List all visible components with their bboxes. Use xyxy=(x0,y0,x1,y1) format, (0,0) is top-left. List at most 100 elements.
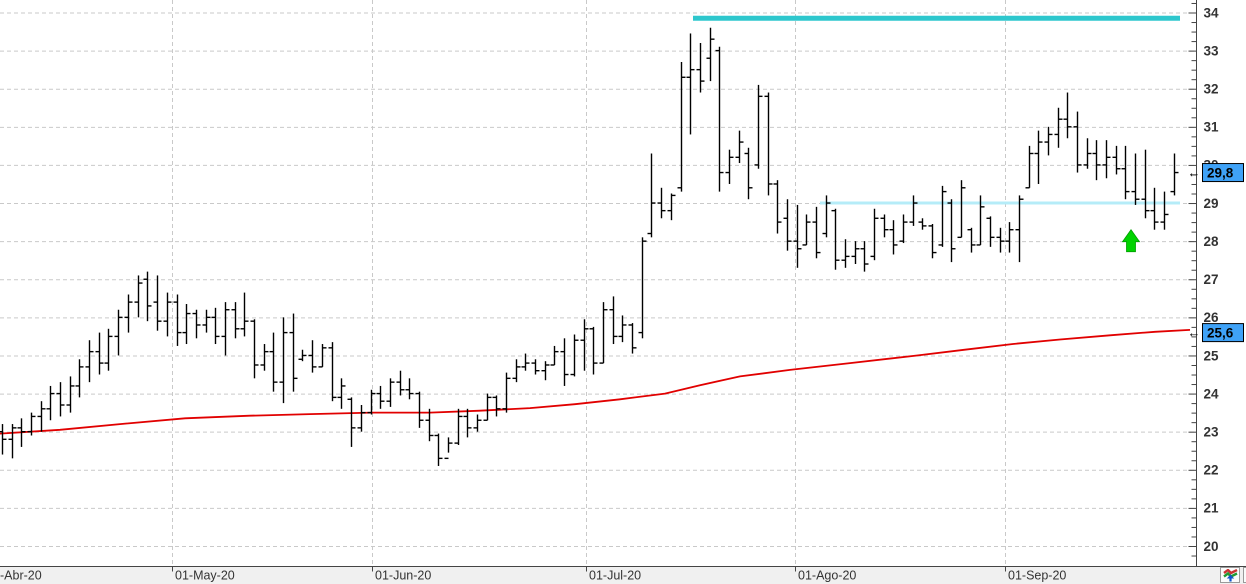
y-axis-label: 33 xyxy=(1204,43,1220,58)
ohlc-bar xyxy=(308,340,317,373)
ohlc-bar xyxy=(715,46,724,192)
ohlc-bar xyxy=(831,208,840,270)
ohlc-bar xyxy=(783,199,792,251)
ohlc-bar xyxy=(260,344,269,371)
ohlc-bar xyxy=(492,395,501,417)
ohlc-bar xyxy=(454,408,463,446)
y-axis-label: 23 xyxy=(1204,424,1220,439)
ohlc-bar xyxy=(899,214,908,244)
ohlc-bars xyxy=(0,27,1179,466)
ohlc-bar xyxy=(1034,130,1043,184)
ohlc-bar xyxy=(357,405,366,432)
x-axis-label: -Abr-20 xyxy=(0,569,42,583)
x-axis-label: 01-Ago-20 xyxy=(798,569,856,583)
ohlc-bar xyxy=(376,385,385,409)
ohlc-bar xyxy=(104,328,113,371)
ohlc-bar xyxy=(686,33,695,135)
buy-signal-arrow[interactable] xyxy=(1121,229,1141,253)
y-axis-label: 28 xyxy=(1204,234,1220,249)
y-axis-label: 31 xyxy=(1204,120,1220,135)
y-axis-label: 21 xyxy=(1204,501,1220,516)
y-axis-label: 32 xyxy=(1204,82,1219,97)
y-axis-label: 24 xyxy=(1204,386,1220,401)
ohlc-bar xyxy=(27,412,36,436)
y-axis[interactable]: 202122232425262728293031323334 xyxy=(1188,0,1220,567)
y-axis-label: 20 xyxy=(1204,539,1219,554)
ohlc-bar xyxy=(0,424,7,455)
ohlc-bar xyxy=(638,237,647,339)
y-axis-label: 25 xyxy=(1204,348,1220,363)
ohlc-bar xyxy=(512,359,521,383)
ohlc-bar xyxy=(947,199,956,263)
ohlc-bar xyxy=(1141,149,1150,219)
ohlc-bar xyxy=(279,317,288,404)
ohlc-bar xyxy=(124,294,133,333)
ohlc-bar xyxy=(580,319,589,371)
ohlc-bar xyxy=(425,408,434,442)
x-axis[interactable]: -Abr-20 01-May-20 01-Jun-20 01-Jul-20 01-Ago… xyxy=(0,566,1246,584)
ohlc-bar xyxy=(521,353,530,371)
x-axis-label: 01-May-20 xyxy=(175,569,235,583)
price-tag: ← 29,8 xyxy=(1188,163,1244,183)
ohlc-bar xyxy=(628,323,637,354)
partial-button[interactable] xyxy=(1243,567,1246,583)
moving-average-line[interactable] xyxy=(0,329,1191,435)
ohlc-bar xyxy=(202,309,211,333)
ohlc-bar xyxy=(211,307,220,345)
ohlc-bar xyxy=(75,359,84,398)
ohlc-bar xyxy=(37,401,46,432)
ohlc-bar xyxy=(996,227,1005,253)
ohlc-bar xyxy=(473,414,482,432)
ohlc-bar xyxy=(143,271,152,322)
ohlc-bar xyxy=(56,382,65,417)
ohlc-bar xyxy=(1015,195,1024,263)
visual-chart-logo-button[interactable] xyxy=(1220,567,1240,583)
ohlc-bar xyxy=(1092,140,1101,181)
ohlc-bar xyxy=(1170,153,1179,196)
ohlc-bar xyxy=(318,344,327,368)
ohlc-bar xyxy=(909,195,918,226)
ohlc-bar xyxy=(221,302,230,356)
ohlc-bar xyxy=(405,378,414,400)
ohlc-bar xyxy=(647,153,656,238)
ohlc-bar xyxy=(1121,145,1130,200)
ohlc-bar xyxy=(396,370,405,396)
ohlc-bar xyxy=(986,216,995,247)
ohlc-bar xyxy=(289,313,298,392)
y-axis-label: 27 xyxy=(1204,272,1219,287)
ohlc-bar xyxy=(1005,222,1014,253)
ohlc-bar xyxy=(192,309,201,339)
ohlc-bar xyxy=(66,376,75,413)
ohlc-bar xyxy=(483,393,492,421)
y-axis-label: 22 xyxy=(1204,463,1219,478)
ohlc-bar xyxy=(347,397,356,447)
ohlc-bar xyxy=(657,187,666,219)
y-axis-label: 34 xyxy=(1204,5,1220,20)
ohlc-bar xyxy=(696,42,705,93)
ohlc-bar xyxy=(589,326,598,375)
ohlc-bar xyxy=(677,62,686,192)
y-axis-label: 26 xyxy=(1204,310,1220,325)
ohlc-bar xyxy=(1131,153,1140,205)
ohlc-bar xyxy=(735,130,744,164)
ohlc-bar xyxy=(618,315,627,343)
ohlc-bar xyxy=(918,218,927,230)
ohlc-bar xyxy=(822,195,831,238)
ohlc-bar xyxy=(1063,92,1072,139)
ohlc-bar xyxy=(231,302,240,339)
ohlc-bar xyxy=(1112,145,1121,175)
ohlc-bar xyxy=(860,241,869,272)
ohlc-bar xyxy=(851,241,860,265)
ohlc-bar xyxy=(8,424,17,459)
ohlc-bar xyxy=(812,206,821,259)
ohlc-bar xyxy=(667,193,676,221)
y-axis-label: 29 xyxy=(1204,196,1219,211)
ohlc-bar xyxy=(182,304,191,345)
ohlc-bar xyxy=(841,239,850,268)
ohlc-bar xyxy=(609,296,618,345)
ohlc-bar xyxy=(560,338,569,386)
ohlc-bar xyxy=(337,378,346,409)
ohlc-bar xyxy=(1102,140,1111,179)
